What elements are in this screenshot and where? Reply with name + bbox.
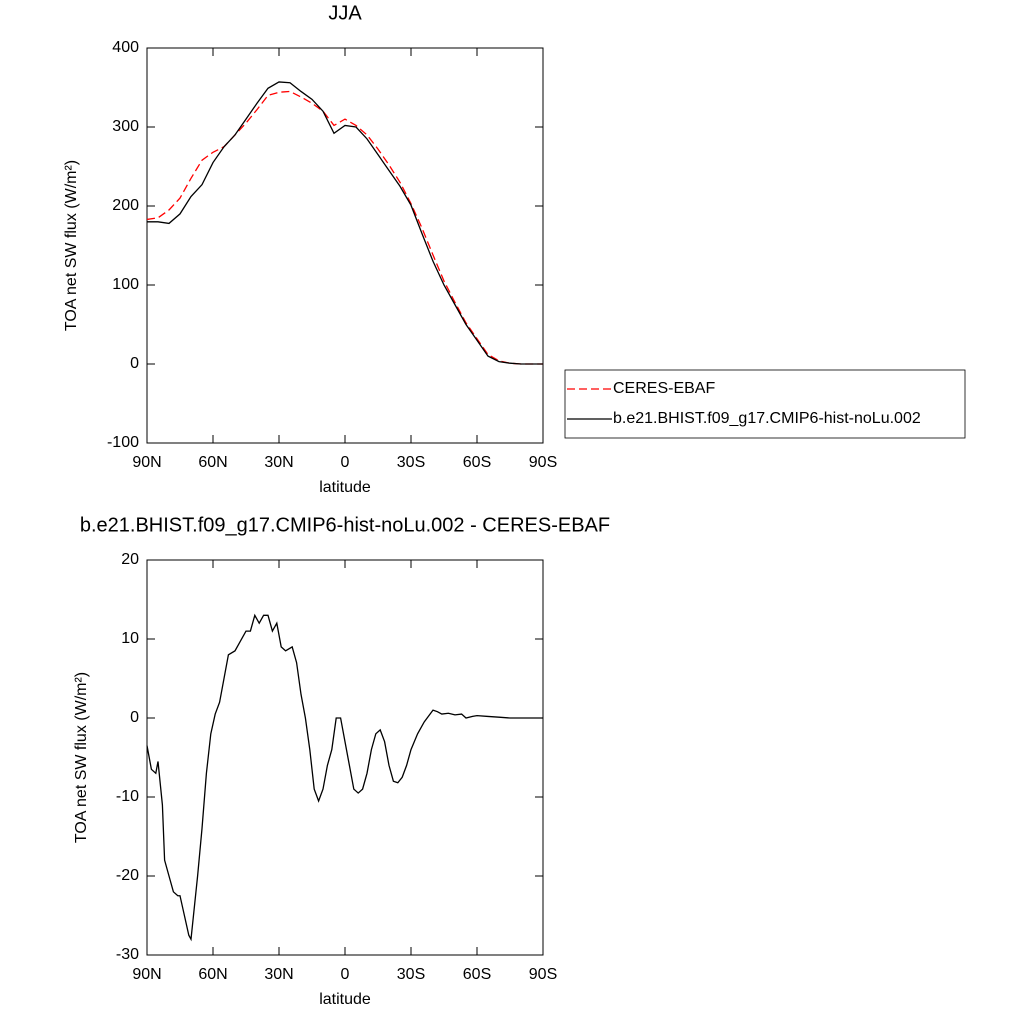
x-axis-label: latitude xyxy=(319,991,371,1008)
legend-label: CERES-EBAF xyxy=(613,380,715,397)
y-axis-label: TOA net SW flux (W/m²) xyxy=(63,160,80,331)
data-line xyxy=(146,613,543,942)
y-tick-label: 200 xyxy=(112,197,139,214)
x-tick-label: 90N xyxy=(132,966,161,983)
chart-title: b.e21.BHIST.f09_g17.CMIP6-hist-noLu.002 … xyxy=(80,514,610,536)
plot-frame xyxy=(146,47,544,444)
y-tick-label: 0 xyxy=(130,709,139,726)
y-tick-label: -30 xyxy=(116,946,139,963)
x-tick-label: 90S xyxy=(529,454,557,471)
x-tick-label: 30S xyxy=(397,966,425,983)
x-tick-label: 0 xyxy=(341,966,350,983)
x-tick-label: 90N xyxy=(132,454,161,471)
x-tick-label: 30N xyxy=(264,454,293,471)
x-tick-label: 60N xyxy=(198,966,227,983)
y-tick-label: 0 xyxy=(130,355,139,372)
y-tick-label: 10 xyxy=(121,630,139,647)
legend-label: b.e21.BHIST.f09_g17.CMIP6-hist-noLu.002 xyxy=(613,410,921,427)
x-tick-label: 30N xyxy=(264,966,293,983)
y-tick-label: 300 xyxy=(112,118,139,135)
x-tick-label: 60S xyxy=(463,966,491,983)
data-line xyxy=(147,81,543,365)
data-line xyxy=(146,90,543,365)
y-tick-label: -10 xyxy=(116,788,139,805)
legend-box xyxy=(564,369,966,439)
y-tick-label: 100 xyxy=(112,276,139,293)
y-tick-label: 400 xyxy=(112,39,139,56)
y-tick-label: -20 xyxy=(116,867,139,884)
x-tick-label: 60S xyxy=(463,454,491,471)
y-tick-label: -100 xyxy=(107,434,139,451)
x-axis-label: latitude xyxy=(319,479,371,496)
y-axis-label: TOA net SW flux (W/m²) xyxy=(73,672,90,843)
x-tick-label: 90S xyxy=(529,966,557,983)
x-tick-label: 60N xyxy=(198,454,227,471)
x-tick-label: 30S xyxy=(397,454,425,471)
plot-frame xyxy=(146,559,544,956)
chart-title: JJA xyxy=(328,2,362,24)
x-tick-label: 0 xyxy=(341,454,350,471)
y-tick-label: 20 xyxy=(121,551,139,568)
